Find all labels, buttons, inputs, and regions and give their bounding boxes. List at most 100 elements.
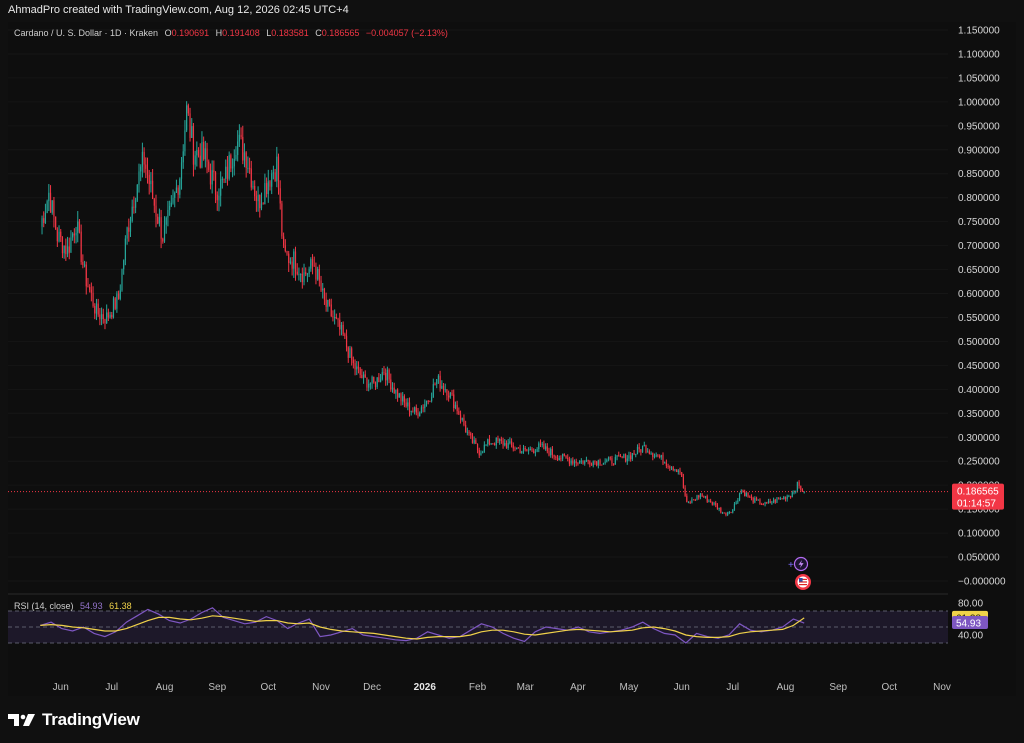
time-tick-label: Sep	[208, 682, 226, 693]
candle-body	[512, 445, 514, 449]
rsi-axis[interactable]: 80.0040.0061.3854.93	[952, 599, 988, 642]
tradingview-logo-icon	[8, 714, 35, 726]
candle-body	[631, 453, 633, 460]
candle-body	[696, 495, 698, 500]
time-tick-label: May	[620, 682, 639, 693]
candle-body	[713, 502, 715, 505]
low-value: 0.183581	[271, 28, 309, 38]
candle-body	[220, 179, 222, 196]
price-tick-label: 0.950000	[958, 121, 1000, 132]
candle-body	[153, 199, 155, 206]
candle-body	[446, 389, 448, 396]
candle-body	[128, 227, 130, 232]
candle-body	[298, 274, 300, 276]
price-tick-label: 0.150000	[958, 505, 1000, 516]
candle-body	[577, 462, 579, 464]
candle-body	[684, 487, 686, 496]
candle-body	[461, 418, 463, 420]
time-tick-label: Nov	[312, 682, 330, 693]
candle-body	[174, 192, 176, 198]
candle-body	[487, 439, 489, 445]
candle-body	[762, 504, 764, 506]
candle-body	[454, 404, 457, 409]
candle-body	[152, 180, 154, 200]
price-tick-label: 0.450000	[958, 361, 1000, 372]
candle-body	[373, 376, 375, 383]
candle-body	[395, 389, 397, 394]
candle-body	[204, 148, 206, 160]
candle-body	[801, 490, 804, 492]
candle-body	[478, 450, 480, 456]
candle-body	[638, 447, 640, 450]
rsi-legend[interactable]: RSI (14, close) 54.93 61.38	[14, 601, 132, 611]
candle-body	[272, 172, 274, 174]
candle-body	[172, 197, 174, 203]
candle-body	[568, 458, 571, 464]
candle-body	[769, 501, 771, 504]
candle-body	[546, 446, 548, 452]
candle-body	[381, 372, 383, 380]
candle-body	[148, 174, 150, 185]
candle-body	[410, 411, 412, 413]
candle-body	[727, 512, 729, 516]
candle-body	[679, 470, 681, 473]
candle-body	[527, 450, 530, 452]
candle-body	[216, 194, 218, 201]
time-tick-label: Jul	[726, 682, 739, 693]
candle-body	[378, 377, 380, 383]
candle-body	[492, 443, 494, 445]
candle-body	[522, 447, 525, 452]
candle-body	[701, 494, 703, 497]
candle-body	[558, 458, 560, 461]
candle-body	[357, 366, 360, 369]
candle-body	[72, 233, 74, 238]
candle-body	[613, 463, 615, 465]
rsi-pane	[8, 607, 948, 644]
price-axis[interactable]: 1.150000 1.100000 1.050000 1.000000 0.950000…	[958, 26, 1006, 588]
candle-body	[497, 437, 499, 441]
candle-body	[432, 384, 434, 398]
candle-body	[681, 472, 683, 477]
candle-body	[303, 272, 305, 283]
candle-body	[536, 449, 538, 452]
price-tick-label: 0.250000	[958, 457, 1000, 468]
candle-body	[507, 443, 509, 448]
candle-body	[56, 229, 58, 242]
candle-body	[264, 183, 266, 205]
candle-body	[755, 498, 758, 500]
candle-body	[279, 188, 281, 204]
candle-body	[611, 458, 613, 464]
candle-body	[111, 314, 113, 318]
candle-body	[570, 460, 572, 464]
candle-body	[362, 374, 365, 379]
candle-body	[374, 382, 377, 387]
rsi-ma-line	[40, 615, 805, 640]
candle-body	[575, 461, 577, 463]
candle-body	[402, 396, 404, 402]
candle-body	[573, 461, 576, 464]
time-axis[interactable]: Jun Jul Aug Sep Oct Nov Dec 2026 Feb Mar Apr May Jun…	[53, 682, 951, 693]
candle-body	[667, 465, 669, 467]
candle-body	[160, 217, 162, 239]
candle-body	[403, 396, 405, 403]
rsi-ma-legend-value: 61.38	[109, 601, 132, 611]
chart-frame[interactable]	[8, 22, 1016, 696]
candle-body	[730, 512, 732, 514]
candle-body	[66, 246, 69, 255]
candle-body	[281, 203, 283, 237]
candle-body	[704, 496, 707, 498]
candle-body	[53, 200, 55, 217]
symbol-legend[interactable]: Cardano / U. S. Dollar · 1D · Kraken O0.…	[14, 28, 448, 38]
time-tick-label: Nov	[933, 682, 951, 693]
candle-body	[585, 459, 588, 461]
us-flag-icon[interactable]	[795, 574, 811, 590]
candle-body	[602, 462, 605, 465]
candle-body	[63, 245, 65, 254]
lightning-icon[interactable]: +	[788, 556, 809, 572]
candle-body	[44, 213, 47, 223]
candle-body	[349, 348, 351, 358]
candle-body	[703, 496, 705, 498]
candle-body	[369, 383, 371, 385]
candle-body	[167, 209, 169, 218]
